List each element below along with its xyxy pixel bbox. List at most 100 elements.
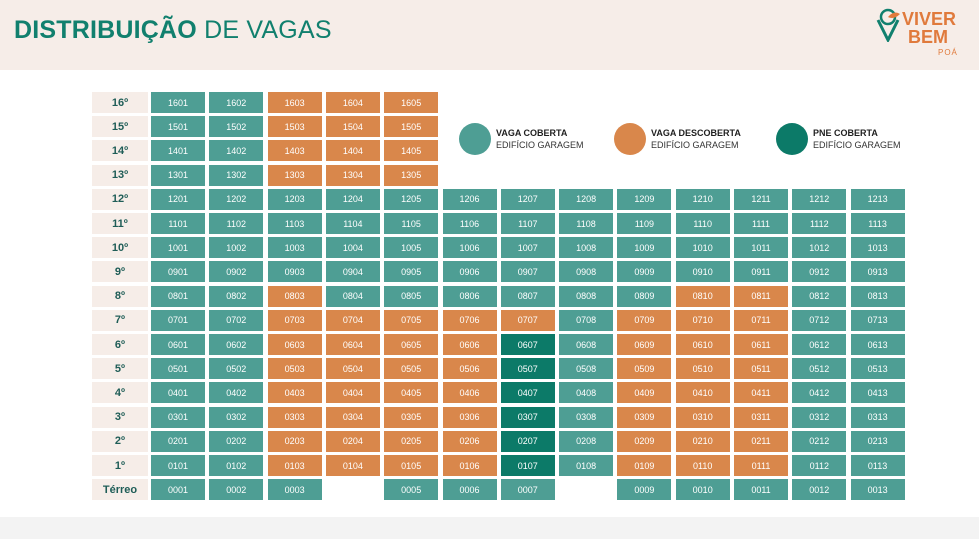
parking-space: 0701 bbox=[151, 309, 205, 331]
parking-space: 0310 bbox=[675, 406, 730, 428]
parking-space: 0109 bbox=[617, 455, 672, 476]
parking-space: 0801 bbox=[151, 285, 205, 307]
parking-space: 0113 bbox=[850, 455, 905, 476]
parking-space: 1206 bbox=[442, 188, 497, 210]
legend-text: VAGA COBERTA EDIFÍCIO GARAGEM bbox=[496, 127, 584, 151]
parking-space: 0605 bbox=[384, 334, 439, 355]
parking-space: 0806 bbox=[442, 285, 497, 307]
parking-space: 1207 bbox=[500, 188, 555, 210]
page-title-light: DE VAGAS bbox=[204, 16, 332, 44]
parking-space: 1203 bbox=[267, 188, 322, 210]
parking-space: 0704 bbox=[325, 309, 380, 331]
parking-space: 0205 bbox=[384, 430, 439, 452]
parking-space: 1009 bbox=[617, 237, 672, 259]
legend-subtitle: EDIFÍCIO GARAGEM bbox=[651, 140, 739, 150]
parking-space: 1305 bbox=[384, 164, 439, 186]
parking-space: 0903 bbox=[267, 261, 322, 283]
parking-space: 1105 bbox=[384, 213, 439, 234]
floor-label: 11º bbox=[92, 213, 148, 234]
parking-space: 1013 bbox=[850, 237, 905, 259]
parking-space: 0512 bbox=[792, 358, 847, 380]
floor-label: 3º bbox=[92, 406, 148, 428]
parking-space: 0902 bbox=[209, 261, 264, 283]
parking-space: 1204 bbox=[325, 188, 380, 210]
parking-space: 0406 bbox=[442, 382, 497, 404]
parking-space: 0112 bbox=[792, 455, 847, 476]
floor-label: 8º bbox=[92, 285, 148, 307]
parking-space: 1111 bbox=[734, 213, 788, 234]
parking-space: 1003 bbox=[267, 237, 322, 259]
page-title-bold: DISTRIBUIÇÃO bbox=[14, 16, 197, 44]
parking-space: 1006 bbox=[442, 237, 497, 259]
parking-space: 0108 bbox=[559, 455, 614, 476]
floor-label: 7º bbox=[92, 309, 148, 331]
floor-label: 2º bbox=[92, 430, 148, 452]
parking-space: 1104 bbox=[325, 213, 380, 234]
legend-subtitle: EDIFÍCIO GARAGEM bbox=[813, 140, 901, 150]
parking-space: 1112 bbox=[792, 213, 847, 234]
legend-item: VAGA COBERTA EDIFÍCIO GARAGEM bbox=[459, 123, 584, 155]
parking-space: 0313 bbox=[850, 406, 905, 428]
parking-space: 0303 bbox=[267, 406, 322, 428]
floor-label: 12º bbox=[92, 188, 148, 210]
header-bar: DISTRIBUIÇÃO DE VAGAS VIVER BEM POÁ bbox=[0, 0, 979, 70]
parking-space: 0305 bbox=[384, 406, 439, 428]
parking-space: 0808 bbox=[559, 285, 614, 307]
legend-text: PNE COBERTA EDIFÍCIO GARAGEM bbox=[813, 127, 901, 151]
parking-space: 0412 bbox=[792, 382, 847, 404]
parking-space: 1209 bbox=[617, 188, 672, 210]
parking-space: 0601 bbox=[151, 334, 205, 355]
parking-space: 0405 bbox=[384, 382, 439, 404]
parking-space: 0712 bbox=[792, 309, 847, 331]
parking-space: 0910 bbox=[675, 261, 730, 283]
parking-space: 0603 bbox=[267, 334, 322, 355]
parking-space: 0811 bbox=[734, 285, 788, 307]
parking-space: 0905 bbox=[384, 261, 439, 283]
parking-space: 0602 bbox=[209, 334, 264, 355]
parking-space: 1108 bbox=[559, 213, 614, 234]
parking-space: 1010 bbox=[675, 237, 730, 259]
parking-space: 0510 bbox=[675, 358, 730, 380]
parking-space: 1205 bbox=[384, 188, 439, 210]
parking-space: 0804 bbox=[325, 285, 380, 307]
parking-space: 1302 bbox=[209, 164, 264, 186]
floor-label: 9º bbox=[92, 261, 148, 283]
parking-space: 1403 bbox=[267, 140, 322, 162]
parking-space: 0506 bbox=[442, 358, 497, 380]
floor-label: 1º bbox=[92, 455, 148, 476]
parking-space: 0505 bbox=[384, 358, 439, 380]
parking-space: 0311 bbox=[734, 406, 788, 428]
parking-space: 0511 bbox=[734, 358, 788, 380]
parking-space: 0211 bbox=[734, 430, 788, 452]
parking-space: 1113 bbox=[850, 213, 905, 234]
parking-space: 0009 bbox=[617, 479, 672, 501]
parking-space: 0609 bbox=[617, 334, 672, 355]
parking-space: 0503 bbox=[267, 358, 322, 380]
floor-label: 4º bbox=[92, 382, 148, 404]
parking-space: 0209 bbox=[617, 430, 672, 452]
logo-word-bem: BEM bbox=[908, 27, 948, 47]
parking-space: 0106 bbox=[442, 455, 497, 476]
parking-space: 1605 bbox=[384, 92, 439, 113]
parking-space: 0006 bbox=[442, 479, 497, 501]
floor-label: 10º bbox=[92, 237, 148, 259]
parking-space: 0908 bbox=[559, 261, 614, 283]
parking-space: 1005 bbox=[384, 237, 439, 259]
parking-space: 0101 bbox=[151, 455, 205, 476]
parking-space: 0501 bbox=[151, 358, 205, 380]
parking-space: 1502 bbox=[209, 116, 264, 138]
parking-space: 1011 bbox=[734, 237, 788, 259]
parking-space: 0408 bbox=[559, 382, 614, 404]
floor-label: 6º bbox=[92, 334, 148, 355]
parking-space: 0413 bbox=[850, 382, 905, 404]
parking-space: 0901 bbox=[151, 261, 205, 283]
legend-title: PNE COBERTA bbox=[813, 128, 878, 138]
parking-space: 1007 bbox=[500, 237, 555, 259]
viver-bem-logo: VIVER BEM POÁ bbox=[874, 6, 966, 60]
parking-space: 0409 bbox=[617, 382, 672, 404]
parking-space: 0302 bbox=[209, 406, 264, 428]
parking-space: 0312 bbox=[792, 406, 847, 428]
parking-space: 1002 bbox=[209, 237, 264, 259]
parking-space: 0705 bbox=[384, 309, 439, 331]
parking-space: 0210 bbox=[675, 430, 730, 452]
